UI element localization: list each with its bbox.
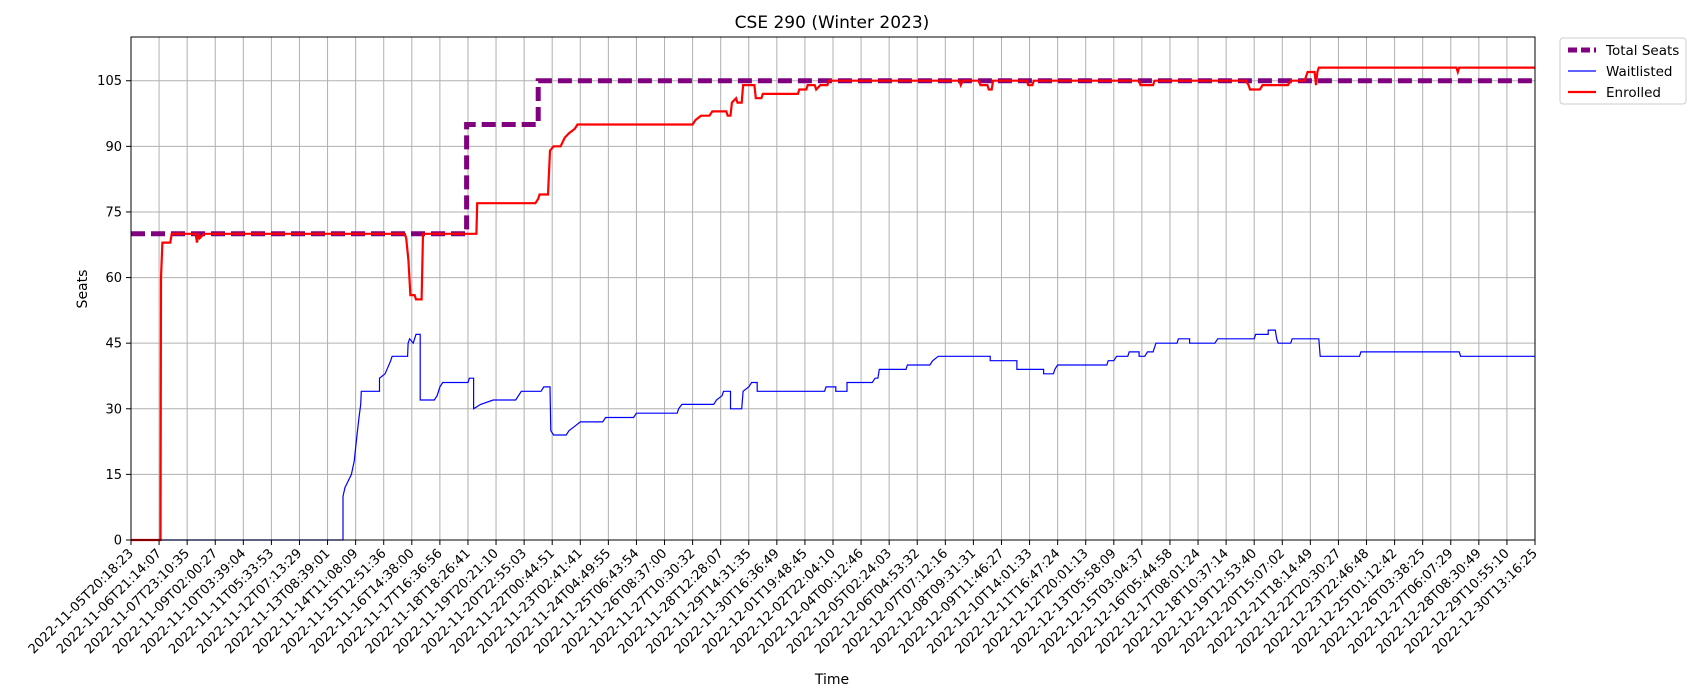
y-tick-label: 15 xyxy=(105,468,122,483)
grid xyxy=(130,37,1536,541)
y-axis-title: Seats xyxy=(75,270,91,309)
series-line-total-seats xyxy=(131,78,1535,237)
y-tick-label: 30 xyxy=(105,402,122,417)
series-line-enrolled xyxy=(131,66,1535,542)
y-tick-label: 0 xyxy=(114,534,122,549)
series-layer xyxy=(131,66,1535,542)
y-tick-label: 105 xyxy=(97,74,122,89)
chart-title: CSE 290 (Winter 2023) xyxy=(735,13,930,33)
y-tick-label: 45 xyxy=(105,337,122,352)
x-axis: 2022-11-05T20:18:232022-11-06T21:14:0720… xyxy=(26,540,1541,657)
legend: Total Seats Waitlisted Enrolled xyxy=(1559,37,1687,105)
legend-label: Waitlisted xyxy=(1606,64,1673,80)
y-tick-label: 60 xyxy=(105,271,122,286)
legend-box xyxy=(1559,37,1687,105)
series-line-waitlisted xyxy=(131,329,1535,541)
y-tick-label: 75 xyxy=(105,205,122,220)
x-axis-title: Time xyxy=(814,672,849,688)
legend-label: Total Seats xyxy=(1605,43,1679,59)
y-tick-label: 90 xyxy=(105,140,122,155)
y-axis: 0 15 30 45 60 75 90 105 xyxy=(97,74,131,549)
legend-label: Enrolled xyxy=(1606,85,1661,101)
